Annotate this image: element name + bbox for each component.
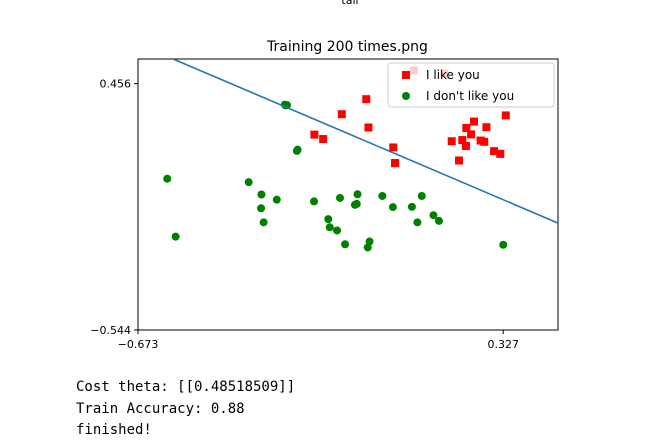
data-point-circle	[257, 190, 266, 199]
y-tick-label: −0.544	[90, 324, 131, 337]
data-point-circle	[171, 232, 180, 241]
legend-marker-circle	[402, 92, 410, 100]
console-line-accuracy: Train Accuracy: 0.88	[76, 400, 245, 417]
data-point-square	[467, 130, 476, 139]
data-point-circle	[244, 178, 253, 187]
top-cut-text: tail	[341, 0, 358, 7]
x-tick-label: 0.327	[487, 338, 519, 351]
data-point-circle	[407, 202, 416, 211]
data-point-circle	[333, 226, 342, 235]
chart-title: Training 200 times.png	[266, 39, 428, 55]
data-point-square	[337, 110, 346, 119]
data-point-circle	[325, 223, 334, 232]
axis-ticks: −0.673 0.327 −0.544 0.456	[90, 78, 519, 351]
data-point-circle	[324, 215, 333, 224]
data-point-circle	[310, 197, 319, 206]
legend-label: I like you	[426, 68, 480, 82]
decision-boundary-line	[172, 59, 558, 224]
data-point-circle	[292, 146, 301, 155]
legend: I like you I don't like you	[387, 62, 555, 108]
data-point-circle	[388, 203, 397, 212]
data-point-circle	[363, 243, 372, 252]
data-point-square	[310, 130, 319, 139]
data-point-square	[455, 156, 464, 165]
data-point-circle	[259, 218, 268, 227]
data-point-circle	[434, 216, 443, 225]
data-point-circle	[272, 195, 281, 204]
data-point-square	[362, 95, 371, 104]
data-point-circle	[499, 240, 508, 249]
data-point-circle	[413, 218, 422, 227]
data-point-square	[501, 111, 510, 120]
data-point-square	[496, 149, 505, 158]
data-point-square	[480, 137, 489, 146]
data-point-square	[458, 136, 467, 145]
data-point-circle	[341, 240, 350, 249]
data-point-square	[319, 135, 328, 144]
data-point-square	[391, 158, 400, 167]
data-point-square	[462, 123, 471, 132]
legend-label: I don't like you	[426, 89, 514, 103]
x-tick-label: −0.673	[118, 338, 159, 351]
data-point-circle	[257, 204, 266, 213]
console-output: Cost theta: [[0.48518509]] Train Accurac…	[76, 377, 295, 442]
data-point-circle	[350, 200, 359, 209]
console-line-cost: Cost theta: [[0.48518509]]	[76, 379, 296, 395]
data-point-square	[389, 143, 398, 152]
data-point-square	[461, 141, 470, 150]
legend-marker-square	[402, 71, 410, 79]
y-tick-label: 0.456	[100, 78, 132, 91]
chart-figure: tail Training 200 times.png −0.673 0.327−…	[90, 0, 559, 351]
data-point-circle	[417, 191, 426, 200]
data-point-circle	[378, 191, 387, 200]
data-point-circle	[163, 174, 172, 183]
data-point-square	[482, 123, 491, 132]
console-line-status: finished!	[76, 422, 152, 438]
data-marks	[163, 59, 558, 252]
data-point-circle	[429, 211, 438, 220]
data-point-square	[490, 147, 499, 156]
data-point-square	[447, 137, 456, 146]
legend-box	[387, 62, 555, 108]
data-point-circle	[353, 190, 362, 199]
data-point-square	[364, 123, 373, 132]
data-point-circle	[335, 193, 344, 202]
data-point-square	[470, 117, 478, 126]
